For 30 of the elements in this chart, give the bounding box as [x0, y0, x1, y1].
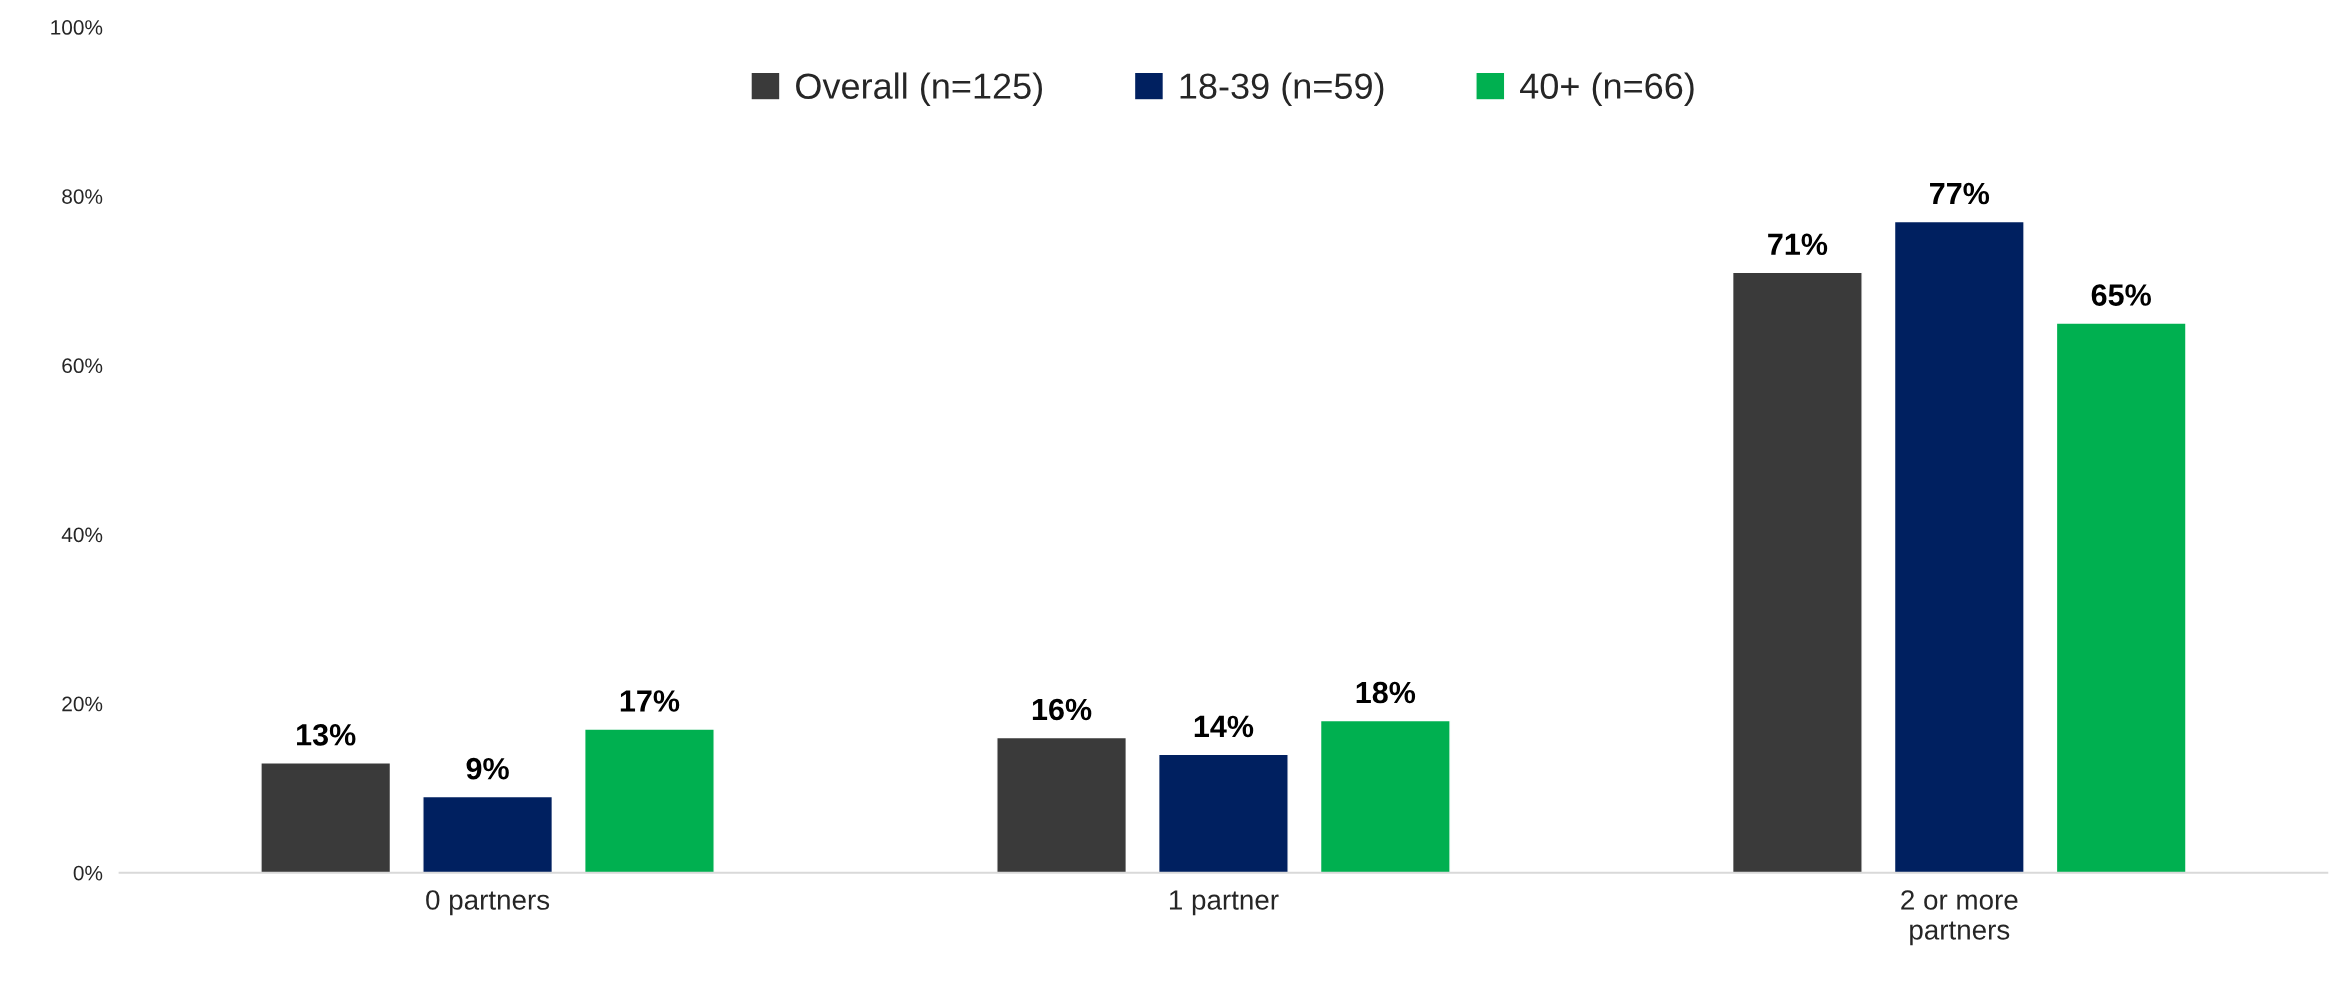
legend-label: 40+ (n=66) — [1520, 72, 1694, 107]
bar — [584, 728, 715, 873]
legend-label: 18-39 (n=59) — [1180, 72, 1384, 107]
y-tick-label: 0% — [73, 865, 103, 881]
bar — [996, 736, 1128, 873]
data-label: 71% — [1768, 233, 1828, 256]
data-label: 14% — [1194, 715, 1254, 738]
bar — [2055, 322, 2187, 873]
y-tick-label: 20% — [62, 696, 103, 712]
y-tick-label: 40% — [61, 527, 103, 543]
data-label: 77% — [1930, 182, 1990, 205]
bar — [260, 762, 392, 873]
y-tick-label: 80% — [62, 189, 103, 204]
bar — [1319, 719, 1451, 873]
data-label: 17% — [620, 690, 680, 712]
data-label: 9% — [466, 757, 509, 780]
x-tick-label: 0 partners — [426, 890, 550, 916]
data-label: 65% — [2091, 284, 2151, 306]
y-tick-label: 60% — [62, 358, 103, 374]
legend-label: Overall (n=125) — [796, 72, 1042, 107]
bar — [422, 795, 554, 873]
x-tick-label: 2 or more partners — [1901, 890, 2018, 946]
bar — [1157, 753, 1289, 873]
bar — [1731, 271, 1863, 873]
data-label: 16% — [1032, 698, 1092, 721]
y-tick-label: 100% — [51, 20, 103, 35]
x-tick-label: 1 partner — [1169, 890, 1279, 916]
bar — [1893, 220, 2025, 873]
data-label: 18% — [1356, 681, 1416, 704]
data-label: 13% — [297, 724, 356, 746]
